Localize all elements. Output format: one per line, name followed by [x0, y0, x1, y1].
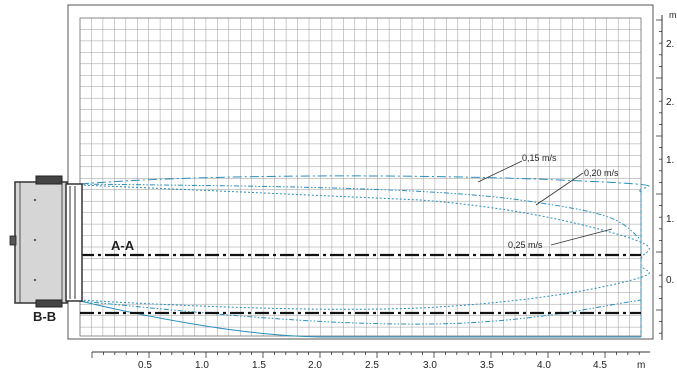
x-tick-label-3.5: 3.5	[480, 360, 494, 371]
grid	[79, 17, 642, 336]
y-axis: m 2. 2. 1. 1. 0.	[656, 10, 677, 340]
x-tick-label-4.0: 4.0	[537, 360, 551, 371]
velocity-label-020: 0,20 m/s	[584, 168, 619, 178]
x-tick-label-1.0: 1.0	[195, 360, 209, 371]
x-axis-ticks	[91, 352, 640, 358]
curve-015-lower	[79, 300, 641, 338]
unit-side-view	[9, 175, 83, 308]
y-tick-label-3: 1.	[666, 155, 674, 166]
x-tick-label-2.5: 2.5	[365, 360, 379, 371]
section-label-b-b: B-B	[33, 309, 56, 324]
velocity-label-025: 0,25 m/s	[508, 240, 543, 250]
y-tick-label-2: 2.	[666, 97, 674, 108]
y-axis-unit: m	[669, 10, 677, 20]
leader-lines	[477, 160, 613, 246]
x-tick-label-2.0: 2.0	[308, 360, 322, 371]
curve-020-lower	[79, 299, 642, 325]
y-tick-label-1: 2.	[666, 39, 674, 50]
x-tick-label-0.5: 0.5	[138, 360, 152, 371]
curve-025-lower	[79, 264, 650, 310]
curve-025-upper	[79, 184, 650, 261]
x-tick-label-1.5: 1.5	[252, 360, 266, 371]
x-tick-label-4.5: 4.5	[593, 360, 607, 371]
y-axis-minor-ticks	[656, 19, 662, 334]
y-tick-label-5: 0.	[666, 275, 674, 286]
y-tick-label-4: 1.	[666, 214, 674, 225]
velocity-label-015: 0,15 m/s	[522, 153, 557, 163]
section-label-a-a: A-A	[111, 238, 135, 253]
diagram-frame	[67, 4, 654, 340]
x-axis-unit: m	[637, 360, 645, 371]
curve-015-upper	[79, 175, 650, 193]
x-axis: 0.5 1.0 1.5 2.0 2.5 3.0 3.5 4.0 4.5 m	[91, 351, 650, 371]
grid-border	[79, 17, 642, 337]
x-tick-label-3.0: 3.0	[423, 360, 437, 371]
curve-020-upper	[79, 183, 642, 241]
